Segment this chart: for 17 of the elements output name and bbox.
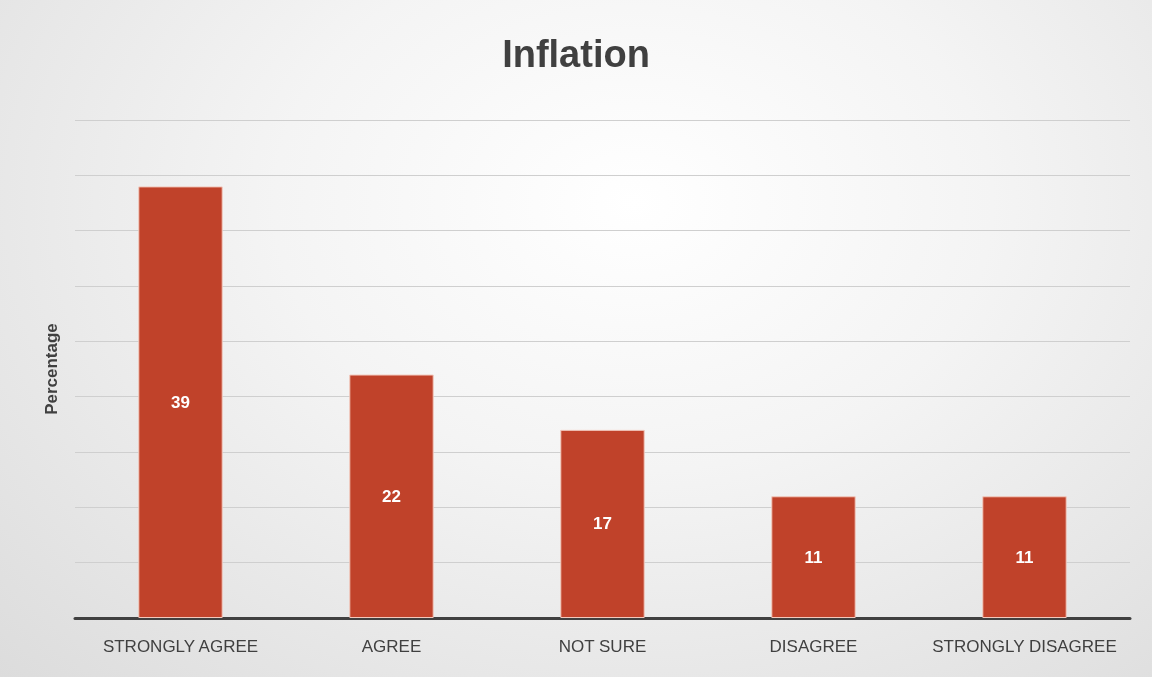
y-axis-title: Percentage [42,323,61,415]
x-tick-label: DISAGREE [769,637,858,656]
bar [982,496,1067,618]
bar [138,186,223,618]
x-tick-label: STRONGLY DISAGREE [932,637,1117,656]
bar [349,374,434,618]
x-tick-label: AGREE [361,637,422,656]
data-label: 11 [1015,547,1034,567]
x-tick-label: STRONGLY AGREE [102,637,259,656]
data-label: 22 [382,486,401,506]
x-tick-label: NOT SURE [558,637,647,656]
chart-title: Inflation [502,33,650,75]
bar [560,429,645,618]
bar [771,496,856,618]
data-label: 11 [804,547,823,567]
data-label: 39 [171,392,190,412]
data-label: 17 [593,514,612,534]
